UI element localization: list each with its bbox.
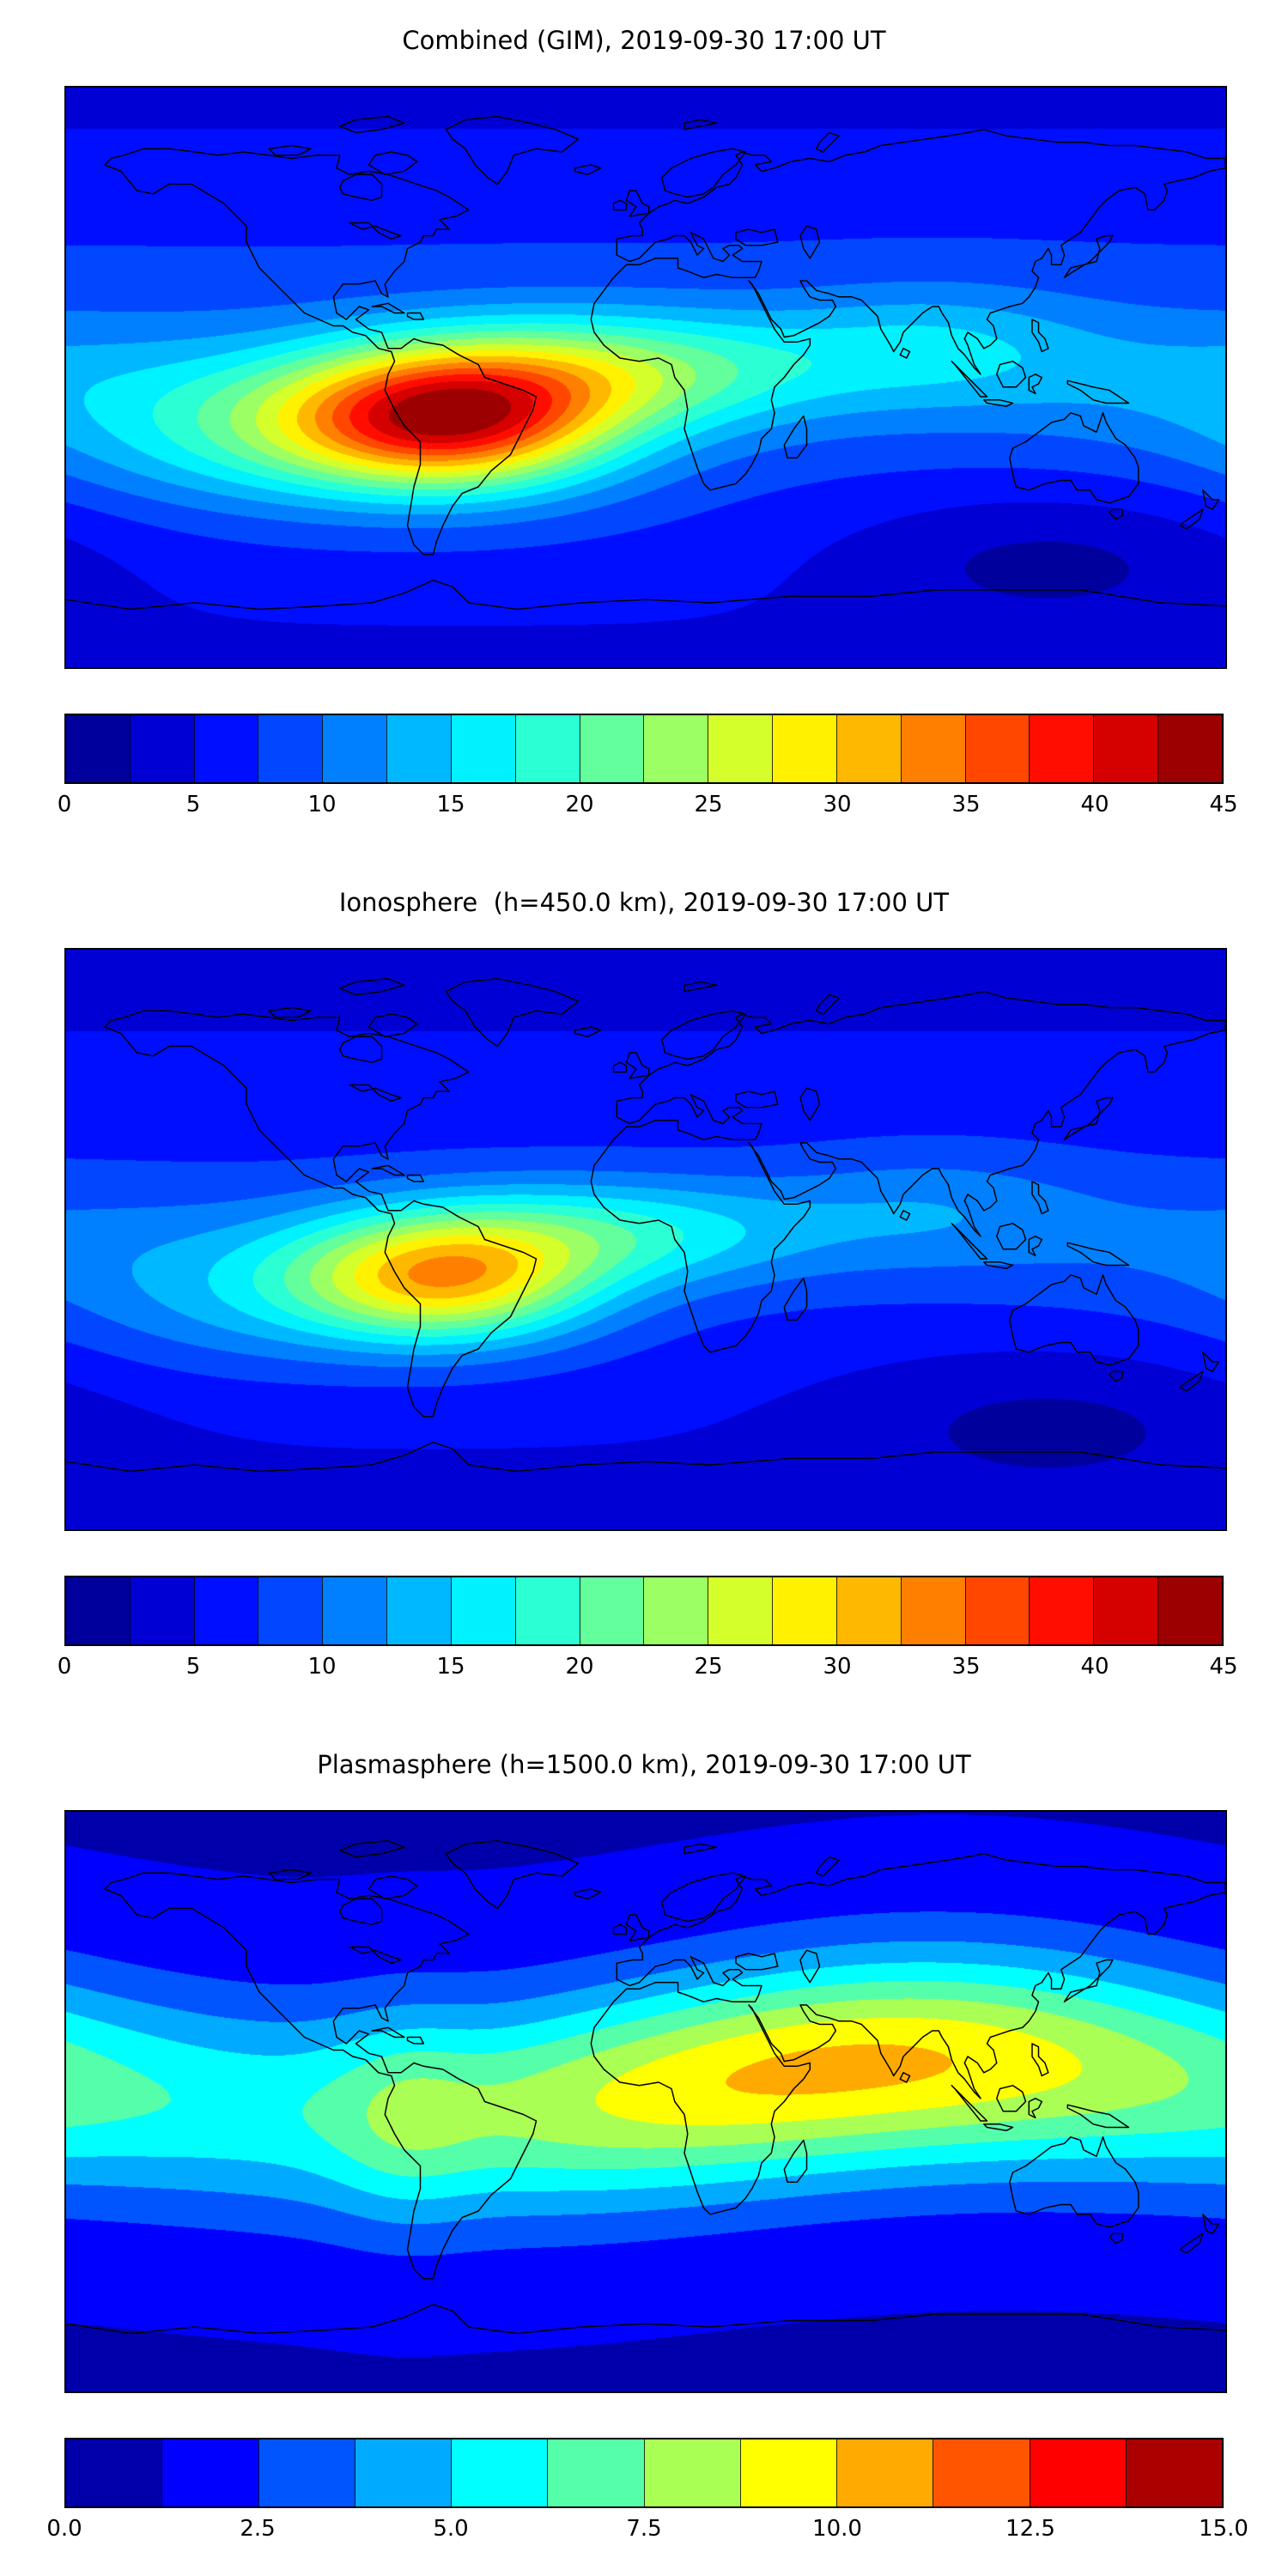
colorbar-plasmasphere <box>64 2438 1224 2508</box>
colorbar-segment <box>964 1577 1030 1644</box>
colorbar-tick-label: 30 <box>823 1654 852 1680</box>
colorbar-tick-label: 0 <box>57 1654 72 1680</box>
colorbar-segment <box>514 1577 580 1644</box>
colorbar-tick-label: 10.0 <box>812 2516 862 2542</box>
colorbar-segment <box>547 2439 644 2506</box>
colorbar-tick-label: 12.5 <box>1005 2516 1055 2542</box>
colorbar-tick-label: 2.5 <box>240 2516 276 2542</box>
colorbar-segment <box>1029 2439 1126 2506</box>
map-frame-ionosphere <box>64 948 1227 1531</box>
colorbar-segment <box>1157 715 1222 782</box>
colorbar-tick-label: 0 <box>57 792 72 817</box>
colorbar-tick-label: 15 <box>436 1654 465 1680</box>
panel-plasmasphere: Plasmasphere (h=1500.0 km), 2019-09-30 1… <box>46 1747 1249 2552</box>
colorbar-segment <box>1093 1577 1158 1644</box>
colorbar-segment <box>66 2439 162 2506</box>
colorbar-segment <box>514 715 580 782</box>
colorbar-tick-label: 45 <box>1209 1654 1238 1680</box>
colorbar-segment <box>643 2439 740 2506</box>
colorbar-segment <box>708 1577 773 1644</box>
contour-map-canvas-plasmasphere <box>66 1812 1225 2391</box>
colorbar-segment <box>322 1577 387 1644</box>
colorbar-segment <box>835 1577 901 1644</box>
map-frame-combined <box>64 86 1227 669</box>
colorbar-tick-label: 10 <box>307 792 337 817</box>
colorbar-segment <box>900 715 965 782</box>
colorbar-tick-label: 15.0 <box>1199 2516 1249 2542</box>
colorbar-segment <box>1093 715 1158 782</box>
colorbar-ionosphere <box>64 1576 1224 1646</box>
colorbar-segment <box>1157 1577 1222 1644</box>
colorbar-tick-labels-plasmasphere: 0.0 2.5 5.0 7.5 10.0 12.5 15.0 <box>46 2514 1249 2552</box>
chart-title-combined: Combined (GIM), 2019-09-30 17:00 UT <box>402 26 886 55</box>
map-frame-plasmasphere <box>64 1810 1227 2393</box>
colorbar-segment <box>772 715 836 782</box>
panel-ionosphere: Ionosphere (h=450.0 km), 2019-09-30 17:0… <box>58 884 1238 1690</box>
colorbar-segment <box>66 1577 130 1644</box>
colorbar-tick-label: 25 <box>694 792 723 817</box>
colorbar-segment <box>450 1577 515 1644</box>
colorbar-tick-label: 20 <box>565 1654 594 1680</box>
colorbar-tick-label: 40 <box>1080 792 1109 817</box>
colorbar-segment <box>1029 1577 1094 1644</box>
colorbar-tick-label: 5 <box>185 792 201 817</box>
colorbar-segment <box>643 715 708 782</box>
colorbar-segment <box>836 2439 933 2506</box>
colorbar-tick-label: 7.5 <box>626 2516 662 2542</box>
colorbar-tick-label: 30 <box>823 792 852 817</box>
colorbar-segment <box>579 1577 644 1644</box>
colorbar-segment <box>643 1577 708 1644</box>
panel-combined: Combined (GIM), 2019-09-30 17:00 UT 0 5 10… <box>58 22 1238 828</box>
colorbar-combined <box>64 714 1224 784</box>
colorbar-segment <box>193 715 258 782</box>
colorbar-segment <box>129 715 194 782</box>
colorbar-segment <box>579 715 644 782</box>
colorbar-tick-label: 20 <box>565 792 594 817</box>
chart-title-plasmasphere: Plasmasphere (h=1500.0 km), 2019-09-30 1… <box>317 1750 971 1779</box>
colorbar-tick-label: 15 <box>436 792 465 817</box>
colorbar-segment <box>258 715 323 782</box>
colorbar-tick-label: 0.0 <box>46 2516 82 2542</box>
colorbar-segment <box>386 1577 451 1644</box>
colorbar-tick-label: 40 <box>1080 1654 1109 1680</box>
colorbar-segment <box>708 715 773 782</box>
colorbar-segment <box>258 1577 323 1644</box>
chart-title-ionosphere: Ionosphere (h=450.0 km), 2019-09-30 17:0… <box>338 888 950 917</box>
colorbar-segment <box>129 1577 194 1644</box>
colorbar-segment <box>66 715 130 782</box>
colorbar-segment <box>450 715 515 782</box>
colorbar-tick-labels-combined: 0 5 10 15 20 25 30 35 40 45 <box>58 790 1238 828</box>
colorbar-segment <box>772 1577 836 1644</box>
colorbar-tick-label: 5.0 <box>433 2516 469 2542</box>
colorbar-segment <box>900 1577 965 1644</box>
colorbar-tick-label: 10 <box>307 1654 337 1680</box>
colorbar-segment <box>354 2439 451 2506</box>
contour-map-canvas-ionosphere <box>66 950 1225 1529</box>
colorbar-segment <box>1029 715 1094 782</box>
colorbar-tick-label: 45 <box>1209 792 1238 817</box>
colorbar-segment <box>258 2439 355 2506</box>
colorbar-segment <box>451 2439 548 2506</box>
colorbar-segment <box>193 1577 258 1644</box>
colorbar-tick-label: 25 <box>694 1654 723 1680</box>
colorbar-segment <box>739 2439 836 2506</box>
colorbar-tick-label: 5 <box>185 1654 201 1680</box>
colorbar-segment <box>161 2439 258 2506</box>
colorbar-tick-label: 35 <box>951 1654 981 1680</box>
contour-map-canvas-combined <box>66 88 1225 667</box>
colorbar-tick-labels-ionosphere: 0 5 10 15 20 25 30 35 40 45 <box>58 1652 1238 1690</box>
colorbar-segment <box>964 715 1030 782</box>
colorbar-segment <box>933 2439 1030 2506</box>
colorbar-segment <box>386 715 451 782</box>
colorbar-segment <box>835 715 901 782</box>
colorbar-segment <box>322 715 387 782</box>
colorbar-segment <box>1125 2439 1222 2506</box>
colorbar-tick-label: 35 <box>951 792 981 817</box>
